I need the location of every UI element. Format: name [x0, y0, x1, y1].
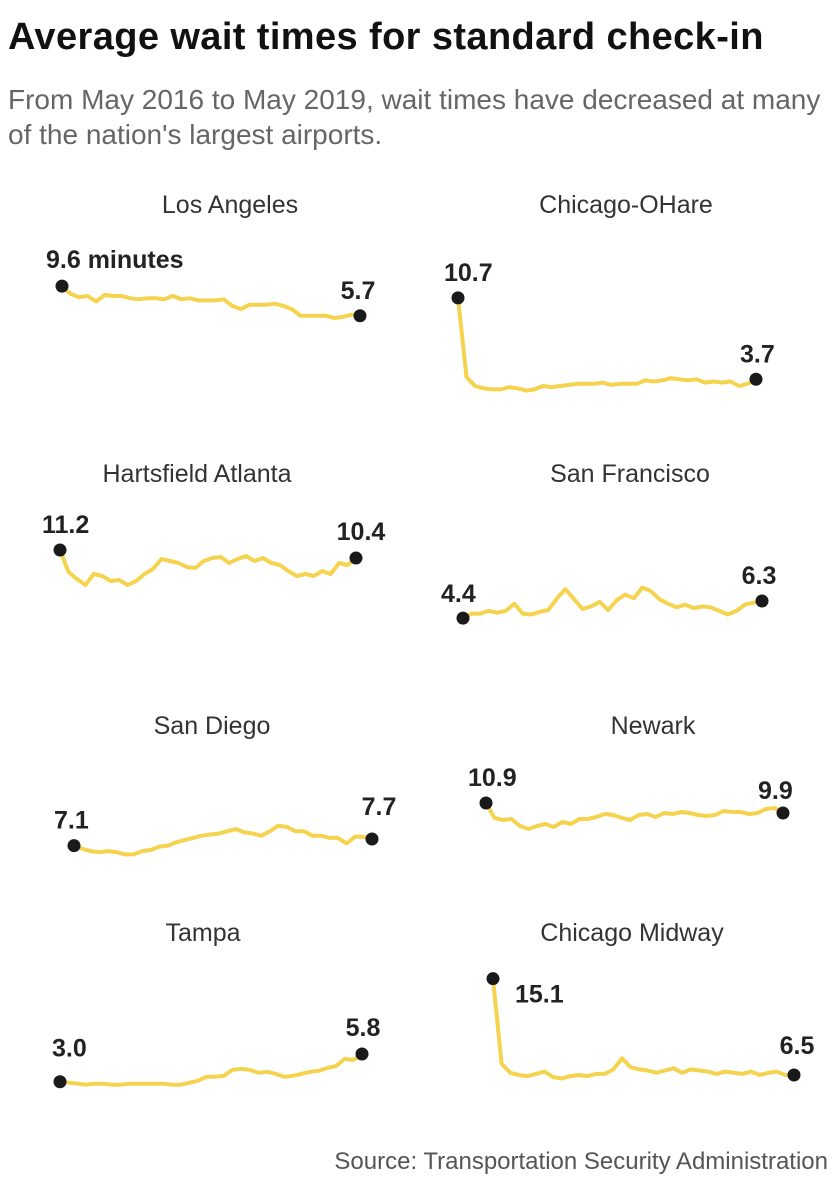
chicago-ohare-start-point	[451, 291, 465, 305]
san-diego-end-label: 7.7	[362, 793, 397, 821]
tampa-end-label: 5.8	[346, 1014, 381, 1042]
hartsfield-atlanta-panel-title: Hartsfield Atlanta	[103, 460, 292, 488]
newark-panel-title: Newark	[611, 712, 696, 740]
newark-series-line	[484, 801, 785, 831]
san-francisco-panel-title: San Francisco	[550, 460, 710, 488]
tampa-start-label: 3.0	[52, 1035, 87, 1063]
tampa-panel-title: Tampa	[165, 919, 240, 947]
chicago-midway-start-point	[486, 972, 500, 986]
los-angeles-end-point	[353, 309, 367, 323]
chicago-ohare-end-label: 3.7	[740, 340, 775, 368]
chicago-ohare-panel-title: Chicago-OHare	[539, 191, 713, 219]
tampa-end-point	[355, 1047, 369, 1061]
newark-end-label: 9.9	[758, 777, 793, 805]
san-francisco-start-label: 4.4	[441, 580, 476, 608]
hartsfield-atlanta-series-line	[58, 548, 358, 587]
san-diego-series-line	[72, 823, 374, 857]
chart-subtitle: From May 2016 to May 2019, wait times ha…	[8, 84, 821, 150]
los-angeles-start-label: 9.6 minutes	[46, 246, 184, 274]
hartsfield-atlanta-start-point	[53, 543, 67, 557]
hartsfield-atlanta-end-point	[349, 551, 363, 565]
san-francisco-end-label: 6.3	[742, 562, 777, 590]
san-francisco-start-point	[456, 611, 470, 625]
hartsfield-atlanta-start-label: 11.2	[42, 511, 89, 539]
chicago-ohare-series-line	[456, 295, 758, 393]
chicago-midway-panel-title: Chicago Midway	[540, 919, 724, 947]
source-note: Source: Transportation Security Administ…	[334, 1148, 828, 1175]
san-diego-start-label: 7.1	[54, 807, 89, 835]
chart-title: Average wait times for standard check-in	[8, 16, 764, 58]
los-angeles-start-point	[55, 279, 69, 293]
newark-start-point	[479, 796, 493, 810]
san-diego-start-point	[67, 839, 81, 853]
san-francisco-end-point	[755, 594, 769, 608]
chicago-midway-end-label: 6.5	[780, 1032, 815, 1060]
hartsfield-atlanta-end-label: 10.4	[337, 518, 386, 546]
newark-start-label: 10.9	[468, 764, 517, 792]
san-diego-panel-title: San Diego	[154, 712, 271, 740]
chicago-midway-end-point	[787, 1068, 801, 1082]
chicago-ohare-end-point	[749, 372, 763, 386]
los-angeles-end-label: 5.7	[341, 277, 376, 305]
tampa-start-point	[53, 1075, 67, 1089]
san-francisco-series-line	[461, 585, 764, 621]
los-angeles-panel-title: Los Angeles	[162, 191, 298, 219]
newark-end-point	[776, 806, 790, 820]
los-angeles-series-line	[60, 284, 362, 320]
chicago-midway-series-line	[491, 976, 796, 1081]
tampa-series-line	[58, 1052, 364, 1087]
san-diego-end-point	[365, 832, 379, 846]
chicago-ohare-start-label: 10.7	[444, 259, 493, 287]
chicago-midway-start-label: 15.1	[515, 981, 564, 1009]
